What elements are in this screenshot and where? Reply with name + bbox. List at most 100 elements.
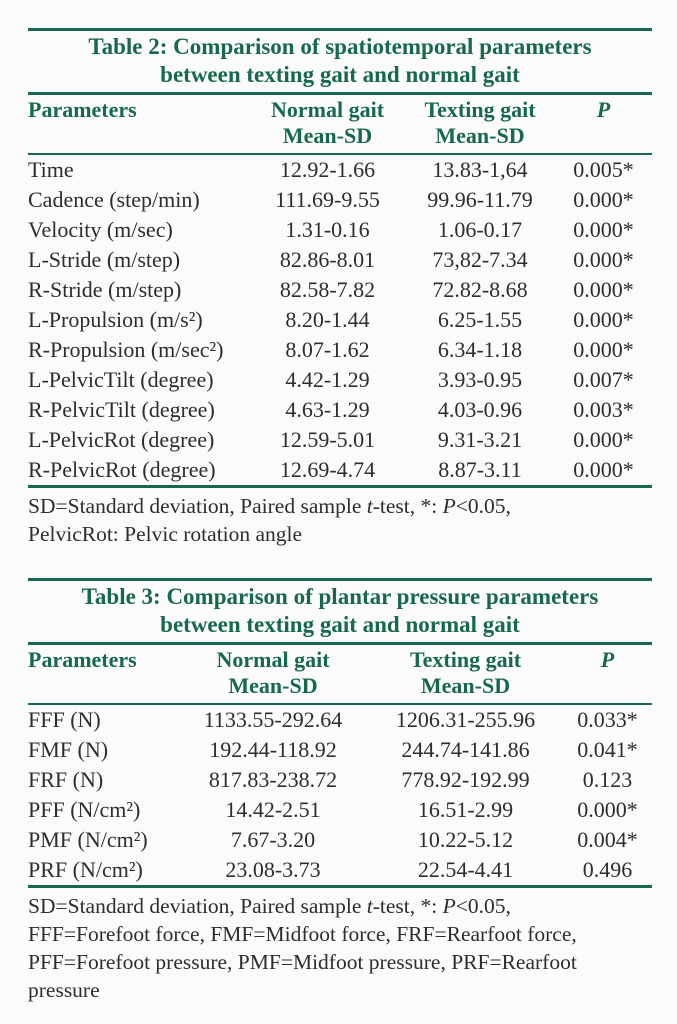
table3-col-normal-gait: Normal gait Mean-SD	[178, 645, 368, 705]
cell-mean-sd: 6.25-1.55	[437, 307, 523, 332]
table3-header: Parameters Normal gait Mean-SD Texting g…	[28, 645, 652, 705]
table-row: L-Stride (m/step) 82.86-8.01 73,82-7.34 0.0…	[28, 245, 652, 275]
cell-mean-sd: 72.82-8.68	[432, 277, 528, 302]
table3-footnote-line1: SD=Standard deviation, Paired sample t-t…	[28, 892, 652, 920]
table2-col-texting-gait: Texting gait Mean-SD	[405, 95, 555, 155]
cell-mean-sd: 16.51-2.99	[417, 797, 514, 822]
footnote-text: PFF=Forefoot pressure, PMF=Midfoot press…	[28, 950, 577, 974]
table-row: FMF (N) 192.44-118.92 244.74-141.86 0.041*	[28, 735, 652, 765]
footnote-italic-term: t	[366, 894, 373, 918]
header-label: Texting gait	[424, 97, 536, 122]
table3-col-texting-gait: Texting gait Mean-SD	[368, 645, 563, 705]
table3-col-parameters: Parameters	[28, 645, 178, 705]
table2-header: Parameters Normal gait Mean-SD Texting g…	[28, 95, 652, 155]
cell-mean-sd: 4.63-1.29	[285, 397, 370, 422]
cell-parameter: PMF (N/cm²)	[28, 827, 148, 852]
header-sublabel: Mean-SD	[228, 673, 318, 698]
table2-footnote-line1: SD=Standard deviation, Paired sample t-t…	[28, 492, 652, 520]
cell-mean-sd: 12.69-4.74	[279, 457, 376, 482]
cell-parameter: FRF (N)	[28, 767, 104, 792]
table-row: R-PelvicRot (degree) 12.69-4.74 8.87-3.11 0…	[28, 455, 652, 487]
footnote-text: SD=Standard deviation, Paired sample	[28, 894, 367, 918]
header-label: P	[596, 97, 611, 122]
cell-mean-sd: 23.08-3.73	[225, 857, 321, 882]
cell-p-value: 0.000*	[573, 187, 634, 212]
cell-mean-sd: 778.92-192.99	[401, 767, 530, 792]
table3-footnote-line3: PFF=Forefoot pressure, PMF=Midfoot press…	[28, 948, 652, 976]
cell-parameter: L-Stride (m/step)	[28, 247, 181, 272]
cell-parameter: Time	[28, 157, 74, 182]
table2-section: Table 2: Comparison of spatiotemporal pa…	[28, 28, 652, 548]
cell-mean-sd: 82.58-7.82	[279, 277, 376, 302]
table-row: FFF (N) 1133.55-292.64 1206.31-255.96 0.033…	[28, 704, 652, 735]
header-label: P	[600, 647, 615, 672]
table-row: Time 12.92-1.66 13.83-1,64 0.005*	[28, 154, 652, 185]
cell-mean-sd: 1206.31-255.96	[395, 707, 536, 732]
table3-title: Table 3: Comparison of plantar pressure …	[28, 578, 652, 645]
table-row: R-Stride (m/step) 82.58-7.82 72.82-8.68 0.0…	[28, 275, 652, 305]
cell-mean-sd: 3.93-0.95	[437, 367, 523, 392]
footnote-text: -test, *:	[372, 494, 443, 518]
cell-mean-sd: 1.06-0.17	[437, 217, 523, 242]
table2-col-p: P	[555, 95, 652, 155]
table3-body: FFF (N) 1133.55-292.64 1206.31-255.96 0.033…	[28, 704, 652, 887]
table-row: Velocity (m/sec) 1.31-0.16 1.06-0.17 0.000*	[28, 215, 652, 245]
footnote-text: FFF=Forefoot force, FMF=Midfoot force, F…	[28, 922, 577, 946]
cell-p-value: 0.496	[582, 857, 633, 882]
cell-mean-sd: 817.83-238.72	[208, 767, 338, 792]
cell-mean-sd: 12.92-1.66	[279, 157, 376, 182]
cell-parameter: Cadence (step/min)	[28, 187, 200, 212]
cell-p-value: 0.123	[582, 767, 633, 792]
table-row: FRF (N) 817.83-238.72 778.92-192.99 0.123	[28, 765, 652, 795]
table-row: L-PelvicTilt (degree) 4.42-1.29 3.93-0.95 0…	[28, 365, 652, 395]
table2-header-row: Parameters Normal gait Mean-SD Texting g…	[28, 95, 652, 155]
cell-parameter: FFF (N)	[28, 707, 101, 732]
cell-p-value: 0.004*	[577, 827, 638, 852]
table2-title-line2: between texting gait and normal gait	[160, 62, 520, 87]
cell-parameter: L-PelvicRot (degree)	[28, 427, 215, 452]
footnote-italic-term: P	[442, 494, 456, 518]
cell-parameter: R-Propulsion (m/sec²)	[28, 337, 224, 362]
cell-parameter: L-Propulsion (m/s²)	[28, 307, 203, 332]
cell-p-value: 0.041*	[577, 737, 638, 762]
table3-title-line1: Table 3: Comparison of plantar pressure …	[81, 584, 599, 609]
table-row: Cadence (step/min) 111.69-9.55 99.96-11.79…	[28, 185, 652, 215]
cell-parameter: FMF (N)	[28, 737, 109, 762]
table2: Parameters Normal gait Mean-SD Texting g…	[28, 95, 652, 488]
cell-p-value: 0.000*	[573, 427, 634, 452]
table2-col-parameters: Parameters	[28, 95, 250, 155]
cell-mean-sd: 111.69-9.55	[275, 187, 380, 212]
table-row: PRF (N/cm²) 23.08-3.73 22.54-4.41 0.496	[28, 855, 652, 887]
table2-title-line1: Table 2: Comparison of spatiotemporal pa…	[88, 34, 592, 59]
table3-footnote-line2: FFF=Forefoot force, FMF=Midfoot force, F…	[28, 920, 652, 948]
table3-section: Table 3: Comparison of plantar pressure …	[28, 578, 652, 1004]
table2-body: Time 12.92-1.66 13.83-1,64 0.005* Cadence (s…	[28, 154, 652, 487]
table3-footnote: SD=Standard deviation, Paired sample t-t…	[28, 888, 652, 1004]
cell-p-value: 0.007*	[573, 367, 634, 392]
cell-p-value: 0.000*	[573, 277, 634, 302]
footnote-text: PelvicRot: Pelvic rotation angle	[28, 522, 303, 546]
header-label: Normal gait	[270, 97, 385, 122]
cell-mean-sd: 82.86-8.01	[279, 247, 376, 272]
cell-p-value: 0.000*	[573, 247, 634, 272]
cell-mean-sd: 9.31-3.21	[437, 427, 523, 452]
cell-mean-sd: 244.74-141.86	[401, 737, 530, 762]
cell-mean-sd: 8.87-3.11	[438, 457, 522, 482]
cell-mean-sd: 1.31-0.16	[285, 217, 370, 242]
table-row: L-Propulsion (m/s²) 8.20-1.44 6.25-1.55 0.0…	[28, 305, 652, 335]
table3-col-p: P	[563, 645, 652, 705]
cell-mean-sd: 6.34-1.18	[437, 337, 523, 362]
header-label: Parameters	[28, 647, 137, 672]
cell-parameter: Velocity (m/sec)	[28, 217, 173, 242]
table-row: L-PelvicRot (degree) 12.59-5.01 9.31-3.21 0…	[28, 425, 652, 455]
table3-header-row: Parameters Normal gait Mean-SD Texting g…	[28, 645, 652, 705]
cell-mean-sd: 4.42-1.29	[285, 367, 370, 392]
cell-p-value: 0.033*	[577, 707, 638, 732]
table3-title-line2: between texting gait and normal gait	[160, 612, 520, 637]
header-label: Parameters	[28, 97, 137, 122]
header-label: Texting gait	[409, 647, 522, 672]
cell-p-value: 0.000*	[573, 337, 634, 362]
cell-p-value: 0.000*	[573, 307, 634, 332]
footnote-text: SD=Standard deviation, Paired sample	[28, 494, 367, 518]
